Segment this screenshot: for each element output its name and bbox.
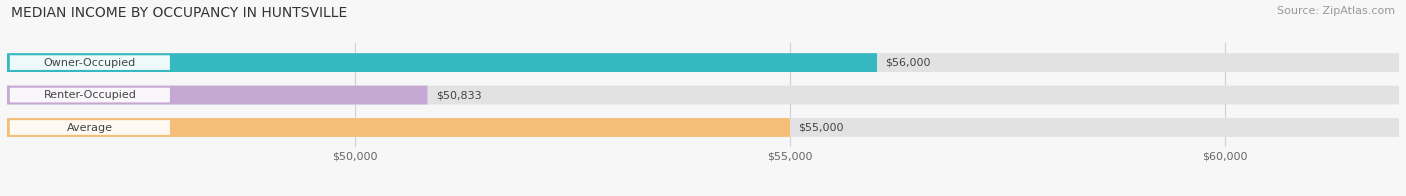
Text: Average: Average [67,122,112,132]
Text: $50,833: $50,833 [436,90,481,100]
FancyBboxPatch shape [7,53,877,72]
FancyBboxPatch shape [7,118,1399,137]
FancyBboxPatch shape [7,118,790,137]
FancyBboxPatch shape [10,55,170,70]
FancyBboxPatch shape [10,88,170,102]
Text: Renter-Occupied: Renter-Occupied [44,90,136,100]
Text: Source: ZipAtlas.com: Source: ZipAtlas.com [1277,6,1395,16]
Text: $56,000: $56,000 [886,58,931,68]
Text: MEDIAN INCOME BY OCCUPANCY IN HUNTSVILLE: MEDIAN INCOME BY OCCUPANCY IN HUNTSVILLE [11,6,347,20]
FancyBboxPatch shape [10,120,170,135]
FancyBboxPatch shape [7,86,427,104]
FancyBboxPatch shape [7,53,1399,72]
FancyBboxPatch shape [7,86,1399,104]
Text: $55,000: $55,000 [799,122,844,132]
Text: Owner-Occupied: Owner-Occupied [44,58,136,68]
